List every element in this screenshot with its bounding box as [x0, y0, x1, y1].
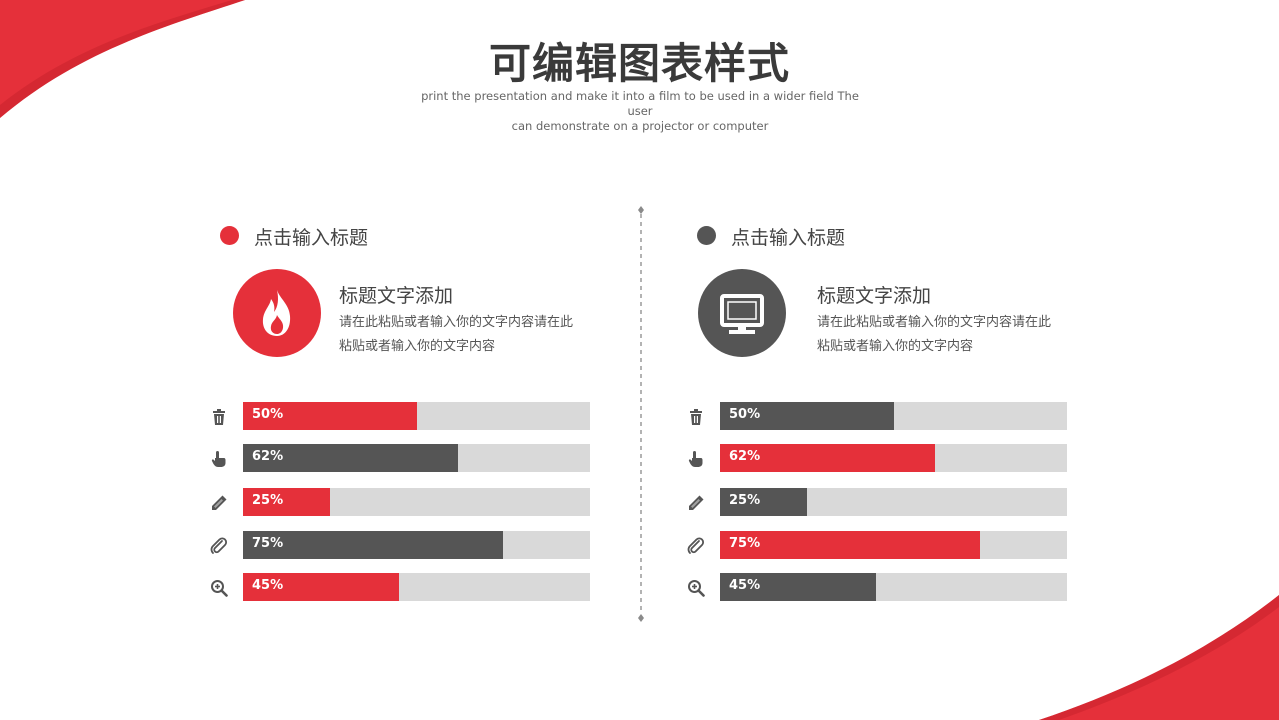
zoom-in-icon: [208, 577, 230, 599]
bar-track: 25%: [720, 488, 1067, 516]
subtitle-line: can demonstrate on a projector or comput…: [511, 119, 769, 133]
bar-value-label: 25%: [252, 493, 284, 508]
description-line: 请在此粘贴或者输入你的文字内容请在此: [339, 315, 574, 330]
bar-row: 75%: [205, 531, 605, 559]
bar-row: 45%: [205, 573, 605, 601]
bar-value-label: 62%: [252, 449, 284, 464]
bar-track: 62%: [243, 444, 590, 472]
bar-value-label: 45%: [729, 578, 761, 593]
bar-track: 75%: [243, 531, 590, 559]
bar-value-label: 50%: [729, 407, 761, 422]
bar-row: 25%: [205, 488, 605, 516]
panel-heading[interactable]: 点击输入标题: [731, 227, 846, 249]
subtitle-line: print the presentation and make it into …: [421, 89, 859, 118]
bar-track: 75%: [720, 531, 1067, 559]
bar-row: 25%: [682, 488, 1082, 516]
description-line: 粘贴或者输入你的文字内容: [339, 339, 496, 354]
bar-value-label: 25%: [729, 493, 761, 508]
bar-fill: 75%: [243, 531, 503, 559]
bar-value-label: 45%: [252, 578, 284, 593]
bar-track: 50%: [243, 402, 590, 430]
zoom-in-icon: [685, 577, 707, 599]
flame-icon: [262, 290, 291, 336]
bar-row: 50%: [205, 402, 605, 430]
bar-fill: 62%: [243, 444, 458, 472]
bar-value-label: 75%: [729, 536, 761, 551]
bar-row: 75%: [682, 531, 1082, 559]
bar-value-label: 50%: [252, 407, 284, 422]
trash-icon: [208, 406, 230, 428]
bar-fill: 62%: [720, 444, 935, 472]
bar-value-label: 75%: [252, 536, 284, 551]
paperclip-icon: [208, 535, 230, 557]
bar-fill: 50%: [243, 402, 417, 430]
bar-row: 45%: [682, 573, 1082, 601]
feature-description[interactable]: 请在此粘贴或者输入你的文字内容请在此 粘贴或者输入你的文字内容: [339, 311, 589, 359]
paperclip-icon: [685, 535, 707, 557]
bar-row: 62%: [205, 444, 605, 472]
page-title: 可编辑图表样式: [488, 39, 790, 88]
left-panel: 点击输入标题 标题文字添加 请在此粘贴或者输入你的文字内容请在此 粘贴或者输入你…: [205, 0, 665, 720]
bar-row: 62%: [682, 444, 1082, 472]
description-line: 粘贴或者输入你的文字内容: [817, 339, 974, 354]
bar-fill: 25%: [720, 488, 807, 516]
bar-row: 50%: [682, 402, 1082, 430]
hand-pointer-icon: [685, 448, 707, 470]
center-divider: [638, 206, 644, 622]
right-panel: 点击输入标题 标题文字添加 请在此粘贴或者输入你的文字内容请在此 粘贴或者输入你…: [682, 0, 1142, 720]
bar-track: 62%: [720, 444, 1067, 472]
trash-icon: [685, 406, 707, 428]
bar-fill: 45%: [720, 573, 876, 601]
pencil-icon: [208, 492, 230, 514]
bar-track: 45%: [243, 573, 590, 601]
bar-fill: 75%: [720, 531, 980, 559]
bar-track: 25%: [243, 488, 590, 516]
feature-badge: [233, 269, 321, 357]
panel-heading[interactable]: 点击输入标题: [254, 227, 369, 249]
feature-title[interactable]: 标题文字添加: [817, 285, 932, 307]
bar-track: 50%: [720, 402, 1067, 430]
bar-fill: 45%: [243, 573, 399, 601]
hand-pointer-icon: [208, 448, 230, 470]
bar-fill: 25%: [243, 488, 330, 516]
bar-track: 45%: [720, 573, 1067, 601]
feature-badge: [698, 269, 786, 357]
bar-fill: 50%: [720, 402, 894, 430]
pencil-icon: [685, 492, 707, 514]
feature-description[interactable]: 请在此粘贴或者输入你的文字内容请在此 粘贴或者输入你的文字内容: [817, 311, 1067, 359]
bar-value-label: 62%: [729, 449, 761, 464]
monitor-icon: [698, 269, 786, 357]
page-subtitle: print the presentation and make it into …: [420, 89, 860, 134]
heading-dot: [220, 226, 239, 245]
feature-title[interactable]: 标题文字添加: [339, 285, 454, 307]
description-line: 请在此粘贴或者输入你的文字内容请在此: [817, 315, 1052, 330]
heading-dot: [697, 226, 716, 245]
